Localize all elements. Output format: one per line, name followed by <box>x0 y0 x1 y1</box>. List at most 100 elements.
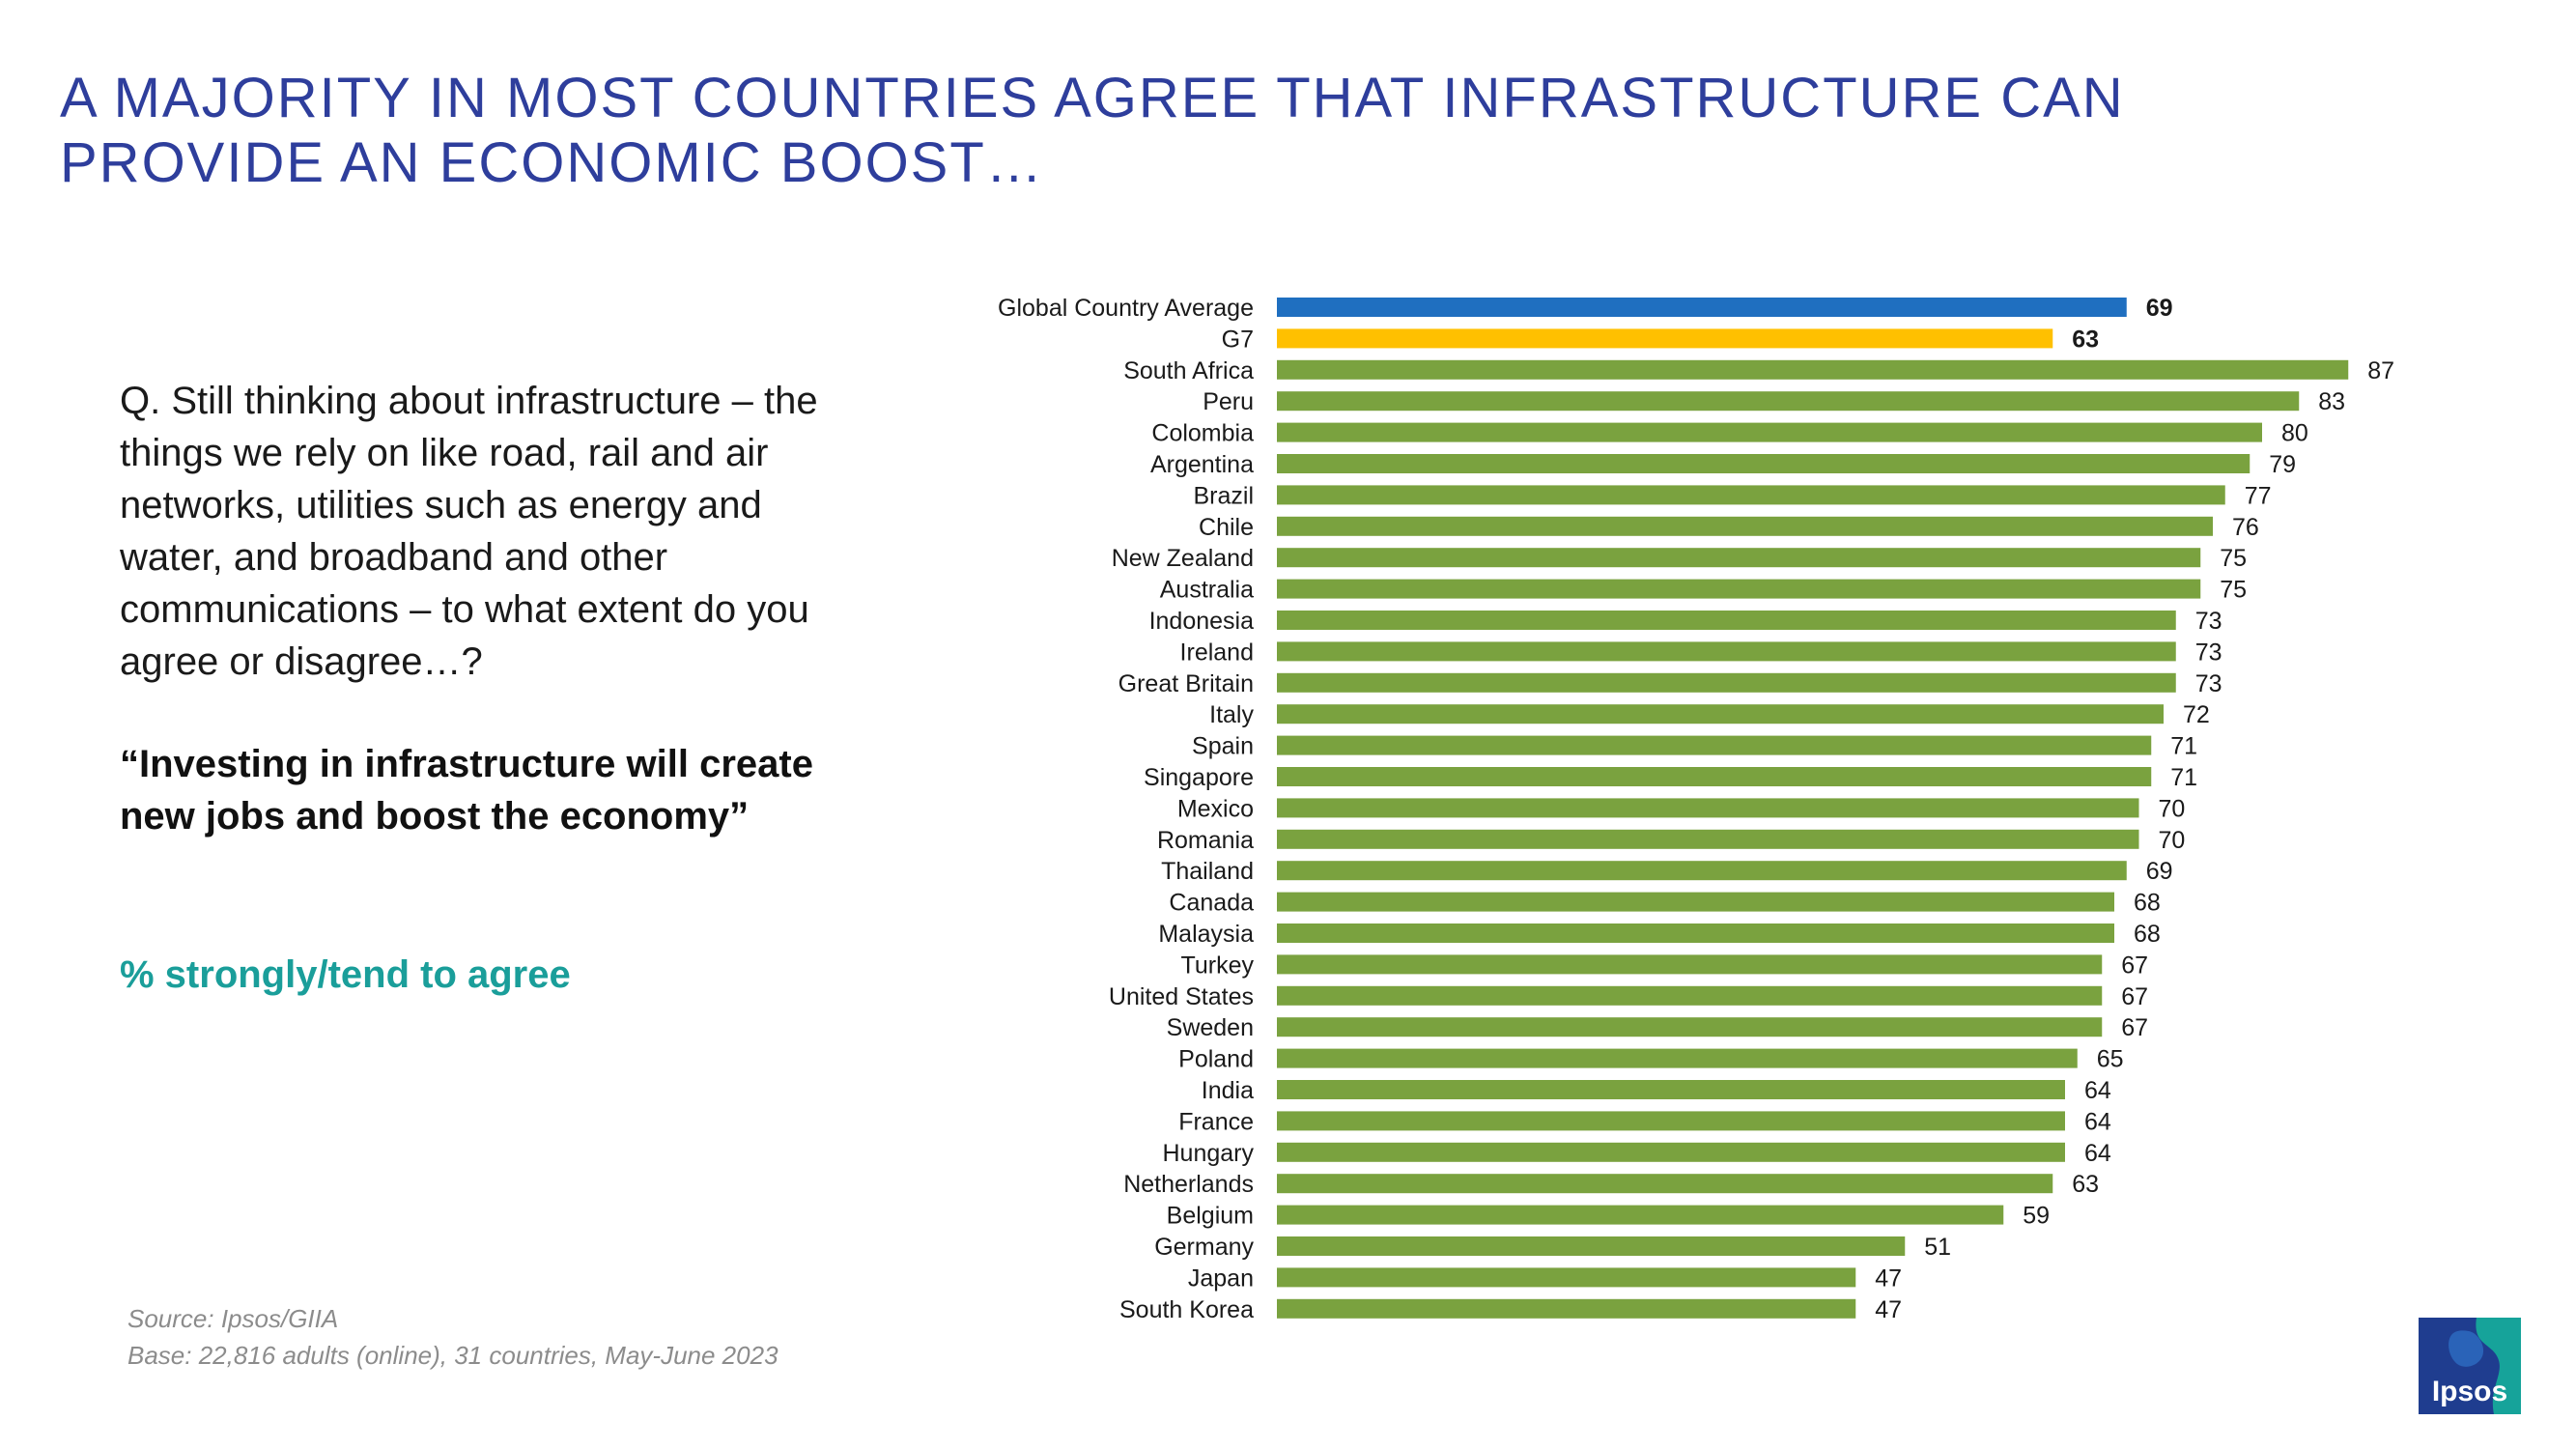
data-label-turkey: 67 <box>2121 952 2148 979</box>
base-line: Base: 22,816 adults (online), 31 countri… <box>127 1341 778 1370</box>
bar-australia <box>1277 579 2201 599</box>
bar-sweden <box>1277 1017 2103 1037</box>
data-label-japan: 47 <box>1875 1264 1902 1292</box>
bar-italy <box>1277 704 2164 724</box>
category-label-netherlands: Netherlands <box>1123 1171 1254 1198</box>
bar-singapore <box>1277 767 2152 786</box>
bar-spain <box>1277 735 2152 755</box>
category-label-spain: Spain <box>1192 733 1254 760</box>
bar-argentina <box>1277 454 2250 473</box>
bar-canada <box>1277 892 2114 912</box>
category-label-germany: Germany <box>1154 1234 1254 1261</box>
category-label-thailand: Thailand <box>1161 858 1254 885</box>
category-label-chile: Chile <box>1199 514 1254 541</box>
category-label-mexico: Mexico <box>1177 795 1254 822</box>
data-label-peru: 83 <box>2318 388 2345 415</box>
data-label-france: 64 <box>2084 1108 2111 1135</box>
data-label-italy: 72 <box>2183 701 2210 728</box>
category-label-belgium: Belgium <box>1167 1203 1254 1230</box>
bar-thailand <box>1277 861 2127 881</box>
logo-head-shape <box>2449 1330 2484 1367</box>
data-label-argentina: 79 <box>2269 451 2296 478</box>
category-label-sweden: Sweden <box>1167 1014 1254 1041</box>
bar-netherlands <box>1277 1174 2053 1194</box>
bar-chile <box>1277 516 2213 536</box>
category-label-brazil: Brazil <box>1193 482 1254 509</box>
bar-turkey <box>1277 954 2103 975</box>
category-label-global-country-average: Global Country Average <box>998 295 1254 322</box>
bar-malaysia <box>1277 923 2114 943</box>
bar-japan <box>1277 1267 1856 1288</box>
data-label-hungary: 64 <box>2084 1140 2111 1167</box>
category-label-india: India <box>1202 1077 1254 1104</box>
data-label-g7: 63 <box>2072 326 2099 353</box>
category-label-new-zealand: New Zealand <box>1112 545 1254 572</box>
survey-statement: “Investing in infrastructure will create… <box>120 743 813 838</box>
data-label-global-country-average: 69 <box>2146 295 2173 322</box>
category-label-south-africa: South Africa <box>1123 357 1254 384</box>
bar-brazil <box>1277 485 2225 505</box>
category-label-romania: Romania <box>1157 827 1254 854</box>
bar-new-zealand <box>1277 548 2201 568</box>
data-label-spain: 71 <box>2170 733 2197 760</box>
data-label-sweden: 67 <box>2121 1014 2148 1041</box>
data-label-india: 64 <box>2084 1077 2111 1104</box>
category-label-poland: Poland <box>1178 1046 1254 1073</box>
bar-global-country-average <box>1277 298 2127 317</box>
category-label-colombia: Colombia <box>1151 420 1254 447</box>
category-label-great-britain: Great Britain <box>1118 670 1254 697</box>
data-label-belgium: 59 <box>2023 1203 2050 1230</box>
category-label-turkey: Turkey <box>1181 952 1255 979</box>
category-label-ireland: Ireland <box>1180 639 1254 666</box>
bar-hungary <box>1277 1142 2065 1162</box>
bar-romania <box>1277 829 2139 849</box>
title-line-2: PROVIDE AN ECONOMIC BOOST… <box>60 131 1044 194</box>
data-label-poland: 65 <box>2097 1046 2124 1073</box>
category-label-g7: G7 <box>1222 326 1254 353</box>
bar-belgium <box>1277 1205 2004 1225</box>
data-label-germany: 51 <box>1924 1234 1951 1261</box>
data-label-mexico: 70 <box>2159 795 2186 822</box>
data-label-colombia: 80 <box>2281 420 2308 447</box>
data-label-canada: 68 <box>2134 890 2161 917</box>
category-label-australia: Australia <box>1160 577 1254 604</box>
category-label-argentina: Argentina <box>1150 451 1254 478</box>
data-label-new-zealand: 75 <box>2220 545 2247 572</box>
category-label-hungary: Hungary <box>1163 1140 1255 1167</box>
data-label-south-africa: 87 <box>2367 357 2394 384</box>
page-title: A MAJORITY IN MOST COUNTRIES AGREE THAT … <box>60 66 2475 195</box>
data-label-great-britain: 73 <box>2195 670 2222 697</box>
data-label-malaysia: 68 <box>2134 921 2161 948</box>
bar-indonesia <box>1277 611 2176 630</box>
category-label-peru: Peru <box>1203 388 1254 415</box>
logo-wordmark: Ipsos <box>2432 1376 2507 1407</box>
survey-question: Q. Still thinking about infrastructure –… <box>120 380 818 683</box>
bar-france <box>1277 1111 2065 1131</box>
data-label-united-states: 67 <box>2121 983 2148 1010</box>
category-label-france: France <box>1178 1108 1254 1135</box>
category-label-italy: Italy <box>1209 701 1254 728</box>
ipsos-logo: Ipsos <box>2419 1318 2521 1414</box>
bar-ireland <box>1277 641 2176 662</box>
bar-colombia <box>1277 422 2262 442</box>
category-label-malaysia: Malaysia <box>1158 921 1254 948</box>
logo-accent-shape <box>2476 1318 2521 1414</box>
bar-india <box>1277 1080 2065 1099</box>
bar-peru <box>1277 391 2300 412</box>
bar-mexico <box>1277 798 2139 818</box>
data-label-south-korea: 47 <box>1875 1296 1902 1323</box>
data-label-thailand: 69 <box>2146 858 2173 885</box>
data-label-indonesia: 73 <box>2195 608 2222 635</box>
category-label-japan: Japan <box>1188 1264 1254 1292</box>
data-label-singapore: 71 <box>2170 764 2197 791</box>
bar-germany <box>1277 1236 1906 1256</box>
data-label-romania: 70 <box>2159 827 2186 854</box>
data-label-australia: 75 <box>2220 577 2247 604</box>
bar-g7 <box>1277 328 2053 349</box>
source-line: Source: Ipsos/GIIA <box>127 1304 339 1333</box>
data-label-brazil: 77 <box>2245 482 2272 509</box>
source-note: Source: Ipsos/GIIA Base: 22,816 adults (… <box>127 1300 1093 1374</box>
bar-south-korea <box>1277 1298 1856 1319</box>
title-line-1: A MAJORITY IN MOST COUNTRIES AGREE THAT … <box>60 67 2125 129</box>
